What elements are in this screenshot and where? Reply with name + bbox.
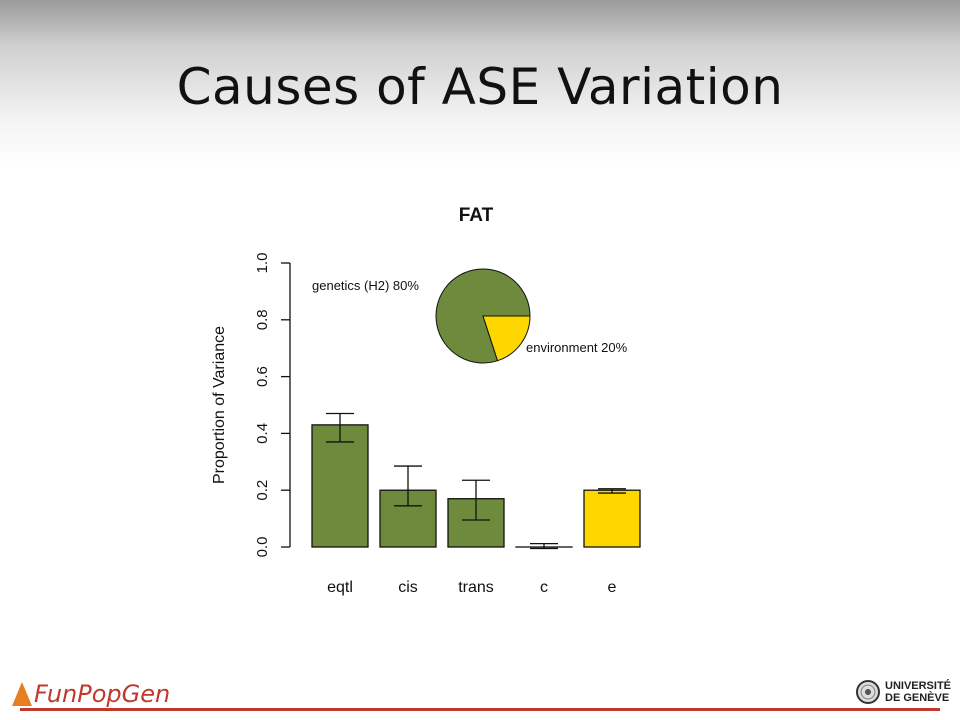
chart-title: FAT (459, 205, 494, 226)
university-name: UNIVERSITÉ DE GENÈVE (885, 680, 951, 704)
bar-cis (379, 489, 437, 548)
slide-title: Causes of ASE Variation (176, 58, 784, 116)
y-tick-label: 0.4 (254, 423, 271, 444)
university-seal-icon (856, 680, 880, 704)
pie-slice-environment (482, 315, 531, 362)
bar-eqtl (311, 424, 369, 548)
pie-label-environment: environment 20% (526, 340, 628, 355)
y-tick-label: 1.0 (254, 253, 271, 274)
bar-e (583, 489, 641, 548)
funpopgen-logo: FunPopGen (12, 678, 170, 708)
university-name-line1: UNIVERSITÉ (885, 680, 952, 692)
flame-icon (12, 682, 32, 706)
x-tick-label-eqtl: eqtl (327, 579, 353, 596)
brand-name: FunPopGen (34, 680, 171, 708)
university-logo: UNIVERSITÉ DE GENÈVE (856, 680, 951, 704)
x-tick-label-cis: cis (398, 579, 418, 596)
y-tick-label: 0.6 (254, 366, 271, 387)
university-name-line2: DE GENÈVE (885, 692, 950, 704)
footer-divider (20, 708, 940, 711)
variance-chart: FAT 0.0 0.2 0.4 0.6 0.8 1.0 Proportion of Varia… (211, 205, 641, 596)
x-tick-label-e: e (608, 579, 617, 596)
x-tick-label-c: c (540, 579, 548, 596)
x-tick-label-trans: trans (458, 579, 494, 596)
y-tick-label: 0.0 (254, 537, 271, 558)
y-axis-label: Proportion of Variance (211, 326, 228, 484)
y-tick-label: 0.8 (254, 309, 271, 330)
y-tick-label: 0.2 (254, 480, 271, 501)
pie-label-genetics: genetics (H2) 80% (312, 278, 419, 293)
